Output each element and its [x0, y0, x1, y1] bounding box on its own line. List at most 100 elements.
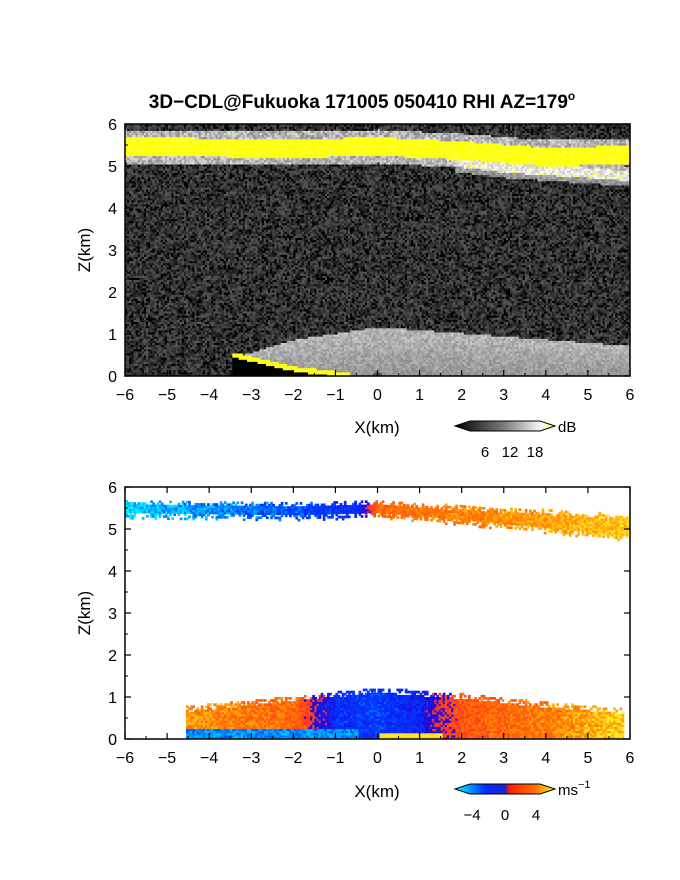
intensity-cell — [137, 283, 141, 287]
intensity-cell — [150, 355, 153, 358]
intensity-cell — [129, 266, 132, 270]
intensity-cell — [135, 212, 139, 215]
intensity-cell — [156, 180, 160, 184]
intensity-cell — [129, 256, 132, 259]
intensity-cell — [152, 216, 156, 220]
intensity-cell — [150, 258, 153, 262]
intensity-cell — [162, 317, 166, 320]
intensity-cell — [127, 237, 130, 241]
intensity-cell — [131, 203, 135, 207]
intensity-cell — [125, 126, 128, 129]
intensity-cell — [150, 138, 153, 142]
intensity-cell — [129, 126, 132, 129]
intensity-cell — [156, 224, 160, 228]
intensity-cell — [127, 140, 130, 144]
intensity-cell — [154, 342, 158, 346]
intensity-cell — [133, 308, 137, 312]
intensity-cell — [150, 361, 153, 364]
intensity-cell — [131, 266, 135, 270]
intensity-cell — [125, 285, 128, 289]
intensity-cell — [148, 367, 151, 371]
intensity-cell — [146, 222, 149, 226]
intensity-cell — [135, 180, 139, 184]
intensity-cell — [137, 273, 141, 276]
intensity-cell — [154, 212, 158, 215]
intensity-cell — [146, 201, 149, 205]
intensity-cell — [158, 182, 162, 186]
intensity-cell — [135, 126, 139, 129]
intensity-cell — [133, 361, 137, 364]
intensity-cell — [133, 266, 137, 270]
intensity-cell — [143, 224, 147, 228]
intensity-cell — [131, 334, 135, 337]
intensity-cell — [148, 130, 151, 133]
intensity-cell — [148, 334, 151, 337]
intensity-cell — [141, 294, 145, 297]
intensity-cell — [129, 294, 132, 297]
intensity-cell — [131, 193, 135, 196]
intensity-cell — [141, 304, 145, 308]
intensity-cell — [125, 344, 128, 348]
intensity-cell — [127, 191, 130, 194]
intensity-cell — [133, 294, 137, 297]
intensity-cell — [127, 262, 130, 266]
intensity-cell — [133, 296, 137, 299]
intensity-cell — [137, 195, 141, 199]
intensity-cell — [148, 361, 151, 364]
intensity-cell — [156, 327, 160, 331]
intensity-cell — [152, 323, 156, 327]
intensity-cell — [148, 369, 151, 373]
intensity-cell — [135, 359, 139, 362]
intensity-cell — [131, 264, 135, 268]
intensity-cell — [160, 157, 164, 161]
intensity-cell — [148, 268, 151, 272]
intensity-cell — [133, 315, 137, 318]
intensity-cell — [150, 140, 153, 144]
intensity-cell — [129, 124, 132, 127]
intensity-cell — [133, 264, 137, 268]
intensity-cell — [143, 140, 147, 144]
intensity-cell — [148, 151, 151, 154]
intensity-cell — [154, 163, 158, 167]
intensity-cell — [143, 373, 147, 376]
intensity-cell — [148, 161, 151, 165]
intensity-cell — [135, 258, 139, 262]
intensity-cell — [135, 161, 139, 165]
intensity-cell — [135, 289, 139, 293]
intensity-cell — [131, 189, 135, 192]
intensity-cell — [141, 338, 145, 341]
intensity-cell — [162, 365, 166, 369]
intensity-cell — [143, 161, 147, 165]
intensity-cell — [150, 296, 153, 299]
intensity-cell — [139, 367, 143, 371]
intensity-cell — [148, 365, 151, 369]
intensity-cell — [146, 180, 149, 184]
intensity-cell — [156, 157, 160, 161]
intensity-cell — [158, 224, 162, 228]
intensity-cell — [131, 126, 135, 129]
intensity-cell — [154, 361, 158, 364]
intensity-cell — [162, 308, 166, 312]
intensity-cell — [148, 155, 151, 159]
intensity-cell — [148, 296, 151, 299]
intensity-cell — [143, 268, 147, 272]
intensity-cell — [143, 310, 147, 314]
intensity-cell — [127, 157, 130, 161]
intensity-cell — [129, 128, 132, 131]
intensity-cell — [129, 365, 132, 369]
intensity-cell — [129, 180, 132, 184]
intensity-cell — [160, 271, 164, 274]
intensity-cell — [162, 279, 166, 283]
intensity-cell — [152, 292, 156, 295]
intensity-cell — [162, 195, 166, 199]
intensity-cell — [160, 237, 164, 241]
intensity-cell — [143, 168, 147, 171]
intensity-cell — [139, 279, 143, 283]
intensity-cell — [162, 363, 166, 367]
intensity-cell — [137, 371, 141, 375]
intensity-cell — [135, 184, 139, 188]
intensity-cell — [131, 182, 135, 186]
intensity-cell — [152, 329, 156, 333]
intensity-cell — [133, 145, 137, 148]
intensity-cell — [125, 355, 128, 358]
